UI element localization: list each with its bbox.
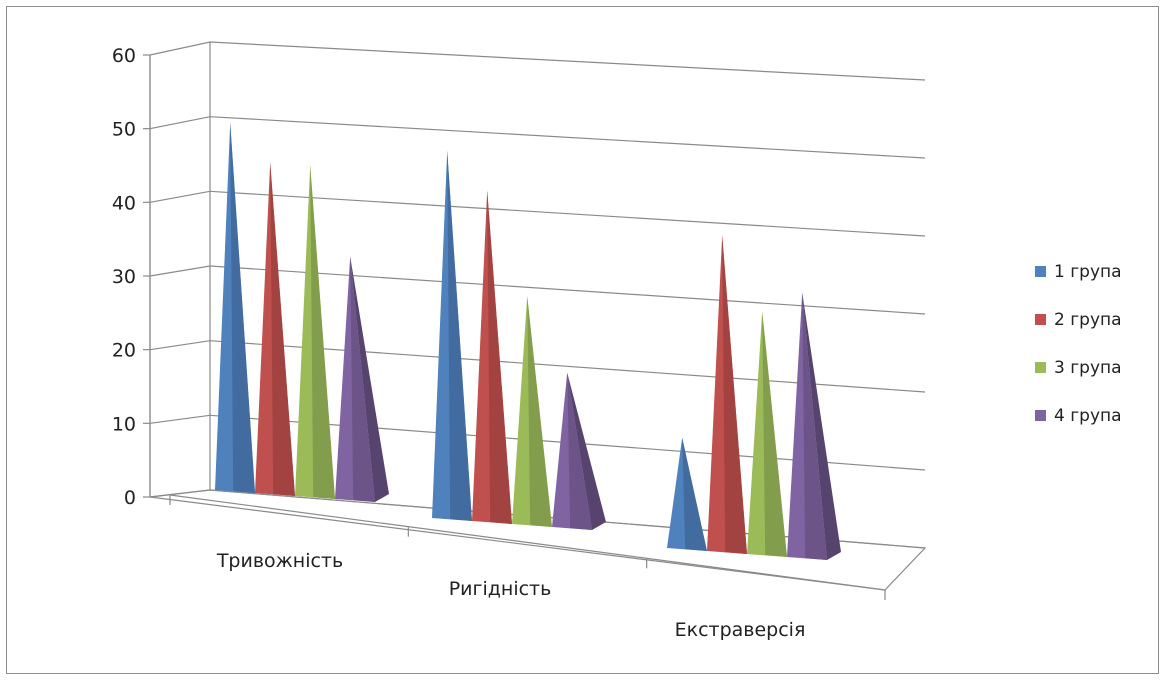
legend-swatch [1035,410,1046,421]
pyramid-shade [762,311,787,557]
legend-label: 1 група [1054,262,1122,282]
pyramid-shade [230,122,255,493]
pyramid-mark [552,372,606,530]
x-axis-line [169,494,886,591]
y-tick-labels: 0 10 20 30 40 50 60 [112,45,136,509]
legend-swatch [1035,266,1046,277]
pyramid-mark [472,190,512,524]
gridline [149,190,926,237]
legend: 1 група 2 група 3 група 4 група [1035,262,1122,426]
pyramid-mark [255,162,295,496]
floor-plane [149,489,927,591]
y-tick-label: 50 [112,119,136,141]
legend-label: 4 група [1054,406,1122,426]
category-labels: Тривожність Ригідність Екстраверсія [216,550,806,641]
pyramid-side-face [350,256,389,502]
pyramid-side-face [802,292,841,560]
pyramid-mark [295,165,335,499]
y-tick-label: 30 [112,266,136,288]
category-label: Тривожність [216,550,343,572]
y-tick-label: 20 [112,340,136,362]
category-label: Екстраверсія [675,619,806,641]
y-tick-label: 0 [124,487,136,509]
pyramid-mark [787,292,841,560]
category-label: Ригідність [449,578,552,600]
y-tick-label: 40 [112,192,136,214]
pyramid-shade [682,437,707,551]
pyramid-shade [350,256,375,502]
pyramid-shade [310,165,335,499]
pyramid-side-face [567,372,606,530]
legend-label: 2 група [1054,310,1122,330]
pyramid-shade [722,234,747,554]
pyramid-shade [447,150,472,521]
pyramid-mark [432,150,472,521]
pyramid-mark [215,122,255,493]
chart-frame [6,6,1159,674]
pyramid-shade [567,372,592,530]
pyramid-shade [270,162,295,496]
pyramid-mark [335,256,389,502]
legend-swatch [1035,314,1046,325]
pyramid-mark [667,437,707,551]
pyramids [215,122,841,560]
gridline [149,41,926,81]
pyramid-mark [512,296,552,527]
axes [143,42,927,600]
legend-swatch [1035,362,1046,373]
gridline [149,116,926,159]
pyramid-shade [802,292,827,560]
y-tick-label: 60 [112,45,136,67]
legend-label: 3 група [1054,358,1122,378]
pyramid-mark [707,234,747,554]
pyramid-mark [747,311,787,557]
pyramid-shade [487,190,512,524]
pyramid-shade [527,296,552,527]
y-tick-label: 10 [112,413,136,435]
